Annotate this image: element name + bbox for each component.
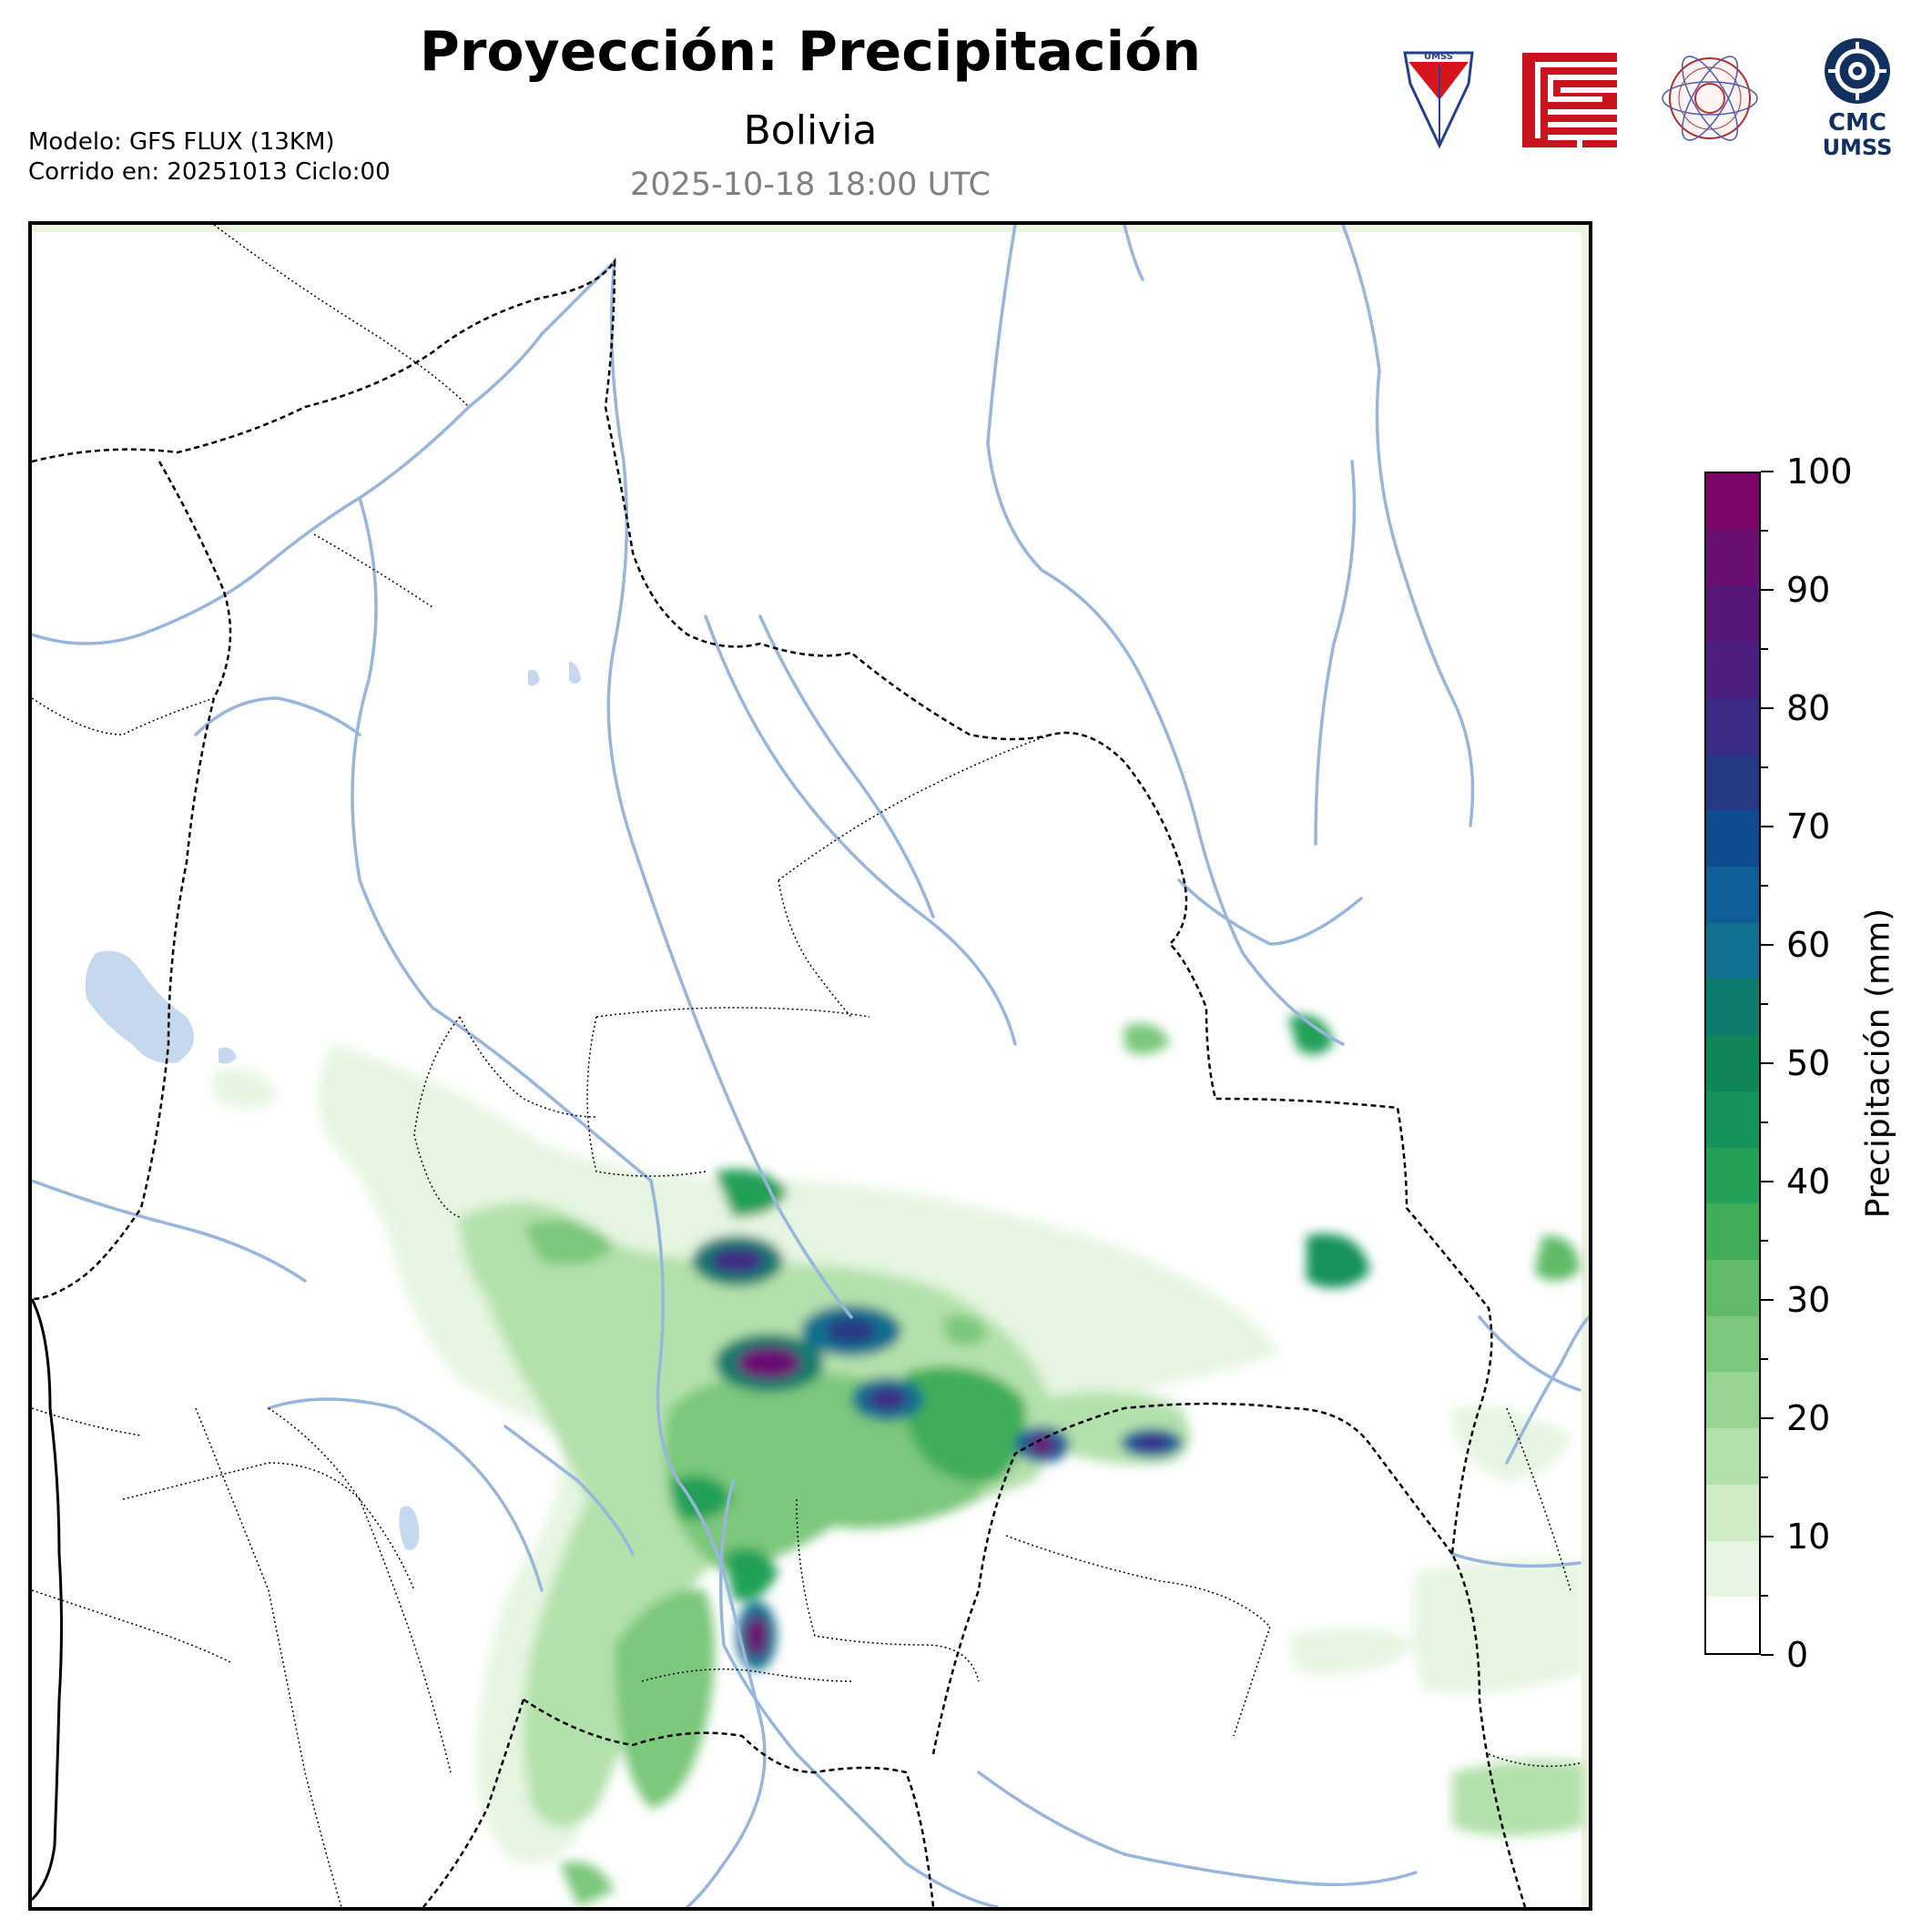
colorbar-segment [1706, 1146, 1759, 1204]
colorbar-segment [1706, 1539, 1759, 1598]
colorbar-label: Precipitación (mm) [1859, 908, 1897, 1219]
country-borders-layer [32, 257, 1527, 1907]
colorbar-tick-label: 60 [1786, 925, 1831, 965]
map-canvas [32, 225, 1589, 1907]
colorbar-minor-tick [1761, 1062, 1774, 1064]
colorbar-segment [1706, 1090, 1759, 1148]
red-meander-logo-icon [1522, 53, 1617, 147]
rivers-layer [32, 225, 1589, 1907]
colorbar-segment [1706, 921, 1759, 979]
forecast-datetime: 2025-10-18 18:00 UTC [630, 167, 991, 203]
model-name-line: Modelo: GFS FLUX (13KM) [28, 128, 335, 156]
colorbar-segment [1706, 528, 1759, 586]
colorbar-minor-tick [1761, 707, 1774, 709]
colorbar-tick-label: 50 [1786, 1043, 1831, 1083]
umss-shield-icon: UMSS [1403, 51, 1474, 149]
colorbar-minor-tick [1761, 766, 1768, 768]
colorbar-segment [1706, 978, 1759, 1036]
colorbar-minor-tick [1761, 1417, 1774, 1419]
model-info: Modelo: GFS FLUX (13KM) Corrido en: 2025… [28, 127, 391, 188]
colorbar-segment [1706, 1483, 1759, 1541]
colorbar-tick-label: 40 [1786, 1162, 1831, 1202]
colorbar-segment [1706, 1314, 1759, 1373]
colorbar-minor-tick [1761, 826, 1774, 827]
colorbar-tick-label: 80 [1786, 688, 1831, 728]
page-title: Proyección: Precipitación [419, 20, 1202, 84]
colorbar-minor-tick [1761, 1121, 1768, 1123]
colorbar-segment [1706, 1034, 1759, 1091]
colorbar-tick-label: 100 [1786, 452, 1853, 492]
colorbar-tick-label: 30 [1786, 1280, 1831, 1320]
colorbar-segment [1706, 641, 1759, 698]
cmc-logo-text: CMC [1828, 109, 1886, 137]
colorbar-minor-tick [1761, 1358, 1768, 1360]
precipitation-map[interactable] [28, 221, 1592, 1911]
colorbar-minor-tick [1761, 648, 1768, 650]
colorbar-minor-tick [1761, 1595, 1768, 1597]
colorbar-segment [1706, 1259, 1759, 1316]
colorbar-minor-tick [1761, 589, 1774, 591]
colorbar-segment [1706, 696, 1759, 755]
umss-logo-text: UMSS [1424, 52, 1453, 62]
cmc-umss-logo-icon: CMC UMSS [1823, 38, 1893, 160]
cmc-logo-subtext: UMSS [1823, 135, 1893, 160]
department-borders-layer [32, 225, 1581, 1907]
map-edge-strip [1581, 225, 1589, 1907]
colorbar-segment [1706, 753, 1759, 811]
colorbar-minor-tick [1761, 1299, 1774, 1301]
physics-department-seal-icon [1662, 56, 1758, 141]
colorbar-minor-tick [1761, 944, 1774, 946]
colorbar-tick-label: 0 [1786, 1635, 1809, 1675]
colorbar-minor-tick [1761, 530, 1768, 532]
colorbar-tick-label: 70 [1786, 807, 1831, 847]
colorbar-minor-tick [1761, 1536, 1774, 1537]
colorbar-tick-label: 20 [1786, 1398, 1831, 1438]
coastline [32, 1298, 63, 1902]
colorbar-tick-label: 10 [1786, 1517, 1831, 1557]
colorbar-minor-tick [1761, 1476, 1768, 1478]
colorbar-minor-tick [1761, 471, 1774, 472]
precipitation-layer [214, 1015, 1584, 1907]
colorbar-segment [1706, 809, 1759, 867]
colorbar-segment [1706, 1371, 1759, 1429]
colorbar-minor-tick [1761, 1654, 1774, 1656]
lakes-layer [85, 662, 581, 1550]
colorbar-minor-tick [1761, 1181, 1774, 1182]
colorbar-segment [1706, 1202, 1759, 1260]
colorbar-minor-tick [1761, 1240, 1768, 1242]
run-cycle-line: Corrido en: 20251013 Ciclo:00 [28, 158, 391, 186]
colorbar-tick-label: 90 [1786, 570, 1831, 610]
colorbar-segment [1706, 1596, 1759, 1653]
colorbar-segment [1706, 473, 1759, 530]
region-subtitle: Bolivia [743, 107, 878, 154]
map-edge-strip [32, 225, 1589, 232]
colorbar-segment [1706, 866, 1759, 923]
colorbar-minor-tick [1761, 1003, 1768, 1005]
precipitation-colorbar [1704, 472, 1761, 1655]
colorbar-segment [1706, 584, 1759, 643]
colorbar-minor-tick [1761, 885, 1768, 887]
colorbar-segment [1706, 1427, 1759, 1485]
